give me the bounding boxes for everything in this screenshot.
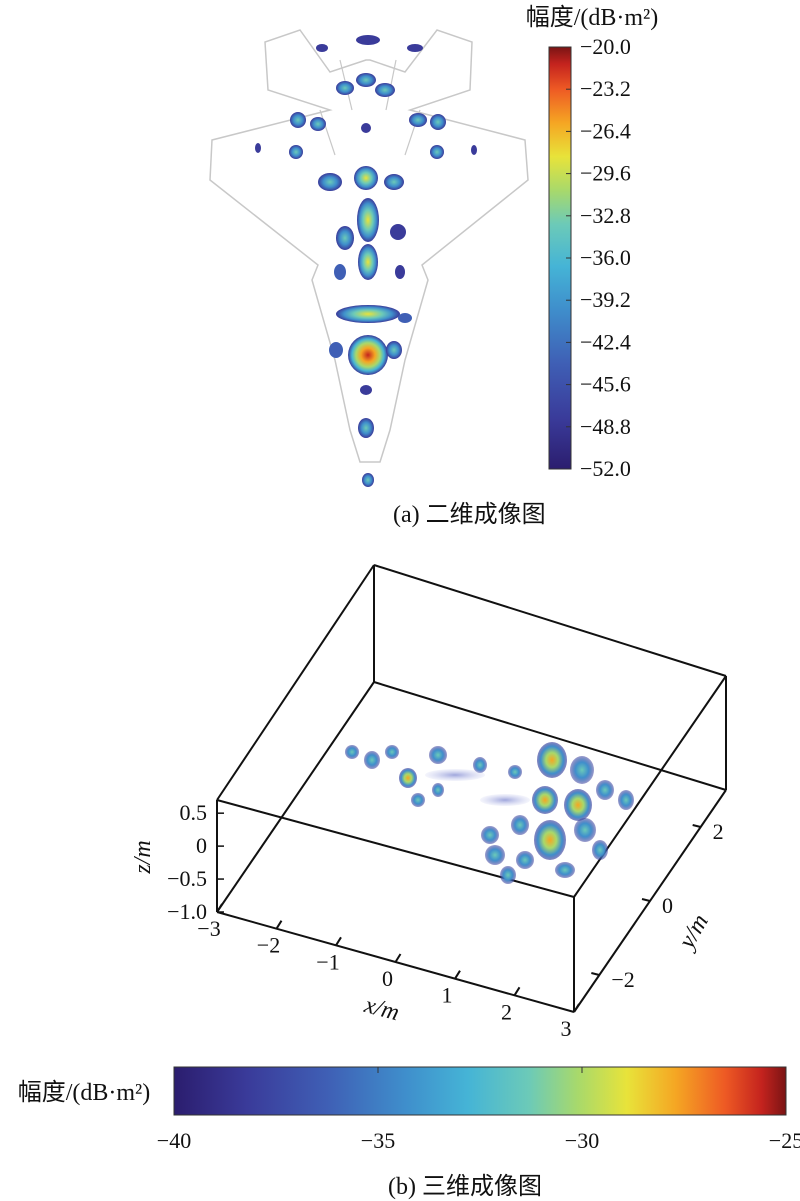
x-tick-label: 3 — [561, 1016, 572, 1041]
y-axis-ticks: 2 0 −2 — [591, 819, 724, 992]
x-tick-label: −3 — [197, 916, 220, 941]
colorbar-a-tick-label: −36.0 — [580, 245, 631, 270]
caption-a: (a) 二维成像图 — [393, 502, 546, 528]
y-tick-label: −2 — [611, 967, 634, 992]
colorbar-a-tick-label: −26.4 — [580, 118, 631, 143]
colorbar-b-tick-label: −25 — [769, 1128, 800, 1153]
x-tick-label: 0 — [382, 966, 393, 991]
x-tick-label: −2 — [257, 933, 280, 958]
caption-b: (b) 三维成像图 — [388, 1174, 542, 1200]
x-tick-mark — [335, 936, 342, 946]
x-axis-label: x/m — [361, 992, 402, 1026]
colorbar-b-tick-label: −40 — [157, 1128, 191, 1153]
y-tick-mark — [692, 824, 701, 828]
z-axis-label: z/m — [130, 840, 156, 874]
x-tick-mark — [275, 920, 283, 930]
colorbar-a-tick-label: −23.2 — [580, 76, 631, 101]
colorbar-a-ticks: −20.0 −23.2 −26.4 −29.6 −32.8 −36.0 −39.2 −42.4… — [566, 34, 631, 481]
colorbar-a-tick-label: −29.6 — [580, 161, 631, 186]
colorbar-b-ticks: −40 −35 −30 −25 — [157, 1067, 800, 1153]
colorbar-b-tick-label: −30 — [565, 1128, 599, 1153]
x-axis-ticks: −3 −2 −1 0 1 2 3 — [197, 903, 580, 1041]
x-tick-mark — [513, 986, 521, 996]
x-tick-label: 1 — [442, 983, 453, 1008]
3d-box — [216, 564, 727, 1013]
y-tick-label: 2 — [713, 819, 724, 844]
colorbar-a-tick-label: −48.8 — [580, 414, 631, 439]
scattering-centers-2d — [255, 35, 477, 487]
colorbar-a-tick-label: −45.6 — [580, 372, 631, 397]
colorbar-a-tick-label: −42.4 — [580, 329, 631, 354]
colorbar-b — [173, 1066, 787, 1116]
x-tick-mark — [454, 970, 461, 980]
y-axis-label: y/m — [673, 910, 714, 955]
z-tick-label: −1.0 — [167, 899, 207, 924]
x-tick-label: −1 — [316, 949, 339, 974]
x-tick-mark — [394, 953, 402, 963]
z-tick-label: 0 — [196, 833, 207, 858]
panel-a-plot: −20.0 −23.2 −26.4 −29.6 −32.8 −36.0 −39.2 −42.4… — [209, 4, 659, 487]
y-tick-mark — [641, 898, 651, 902]
z-axis-ticks: −1.0 −0.5 0 0.5 — [167, 800, 224, 924]
x-tick-mark — [216, 903, 223, 913]
colorbar-b-tick-label: −35 — [361, 1128, 395, 1153]
z-tick-label: −0.5 — [167, 866, 207, 891]
scattering-centers-3d — [345, 742, 634, 884]
colorbar-a-title: 幅度/(dB·m²) — [526, 4, 659, 31]
z-tick-label: 0.5 — [180, 800, 208, 825]
colorbar-a-tick-label: −52.0 — [580, 456, 631, 481]
y-tick-label: 0 — [662, 893, 673, 918]
colorbar-b-title: 幅度/(dB·m²) — [18, 1079, 151, 1106]
x-tick-mark — [573, 1003, 580, 1013]
colorbar-a-tick-label: −20.0 — [580, 34, 631, 59]
colorbar-a-tick-label: −32.8 — [580, 203, 631, 228]
aircraft-outline — [209, 29, 529, 463]
y-tick-mark — [591, 972, 600, 976]
x-tick-label: 2 — [501, 999, 512, 1024]
colorbar-a-tick-label: −39.2 — [580, 287, 631, 312]
